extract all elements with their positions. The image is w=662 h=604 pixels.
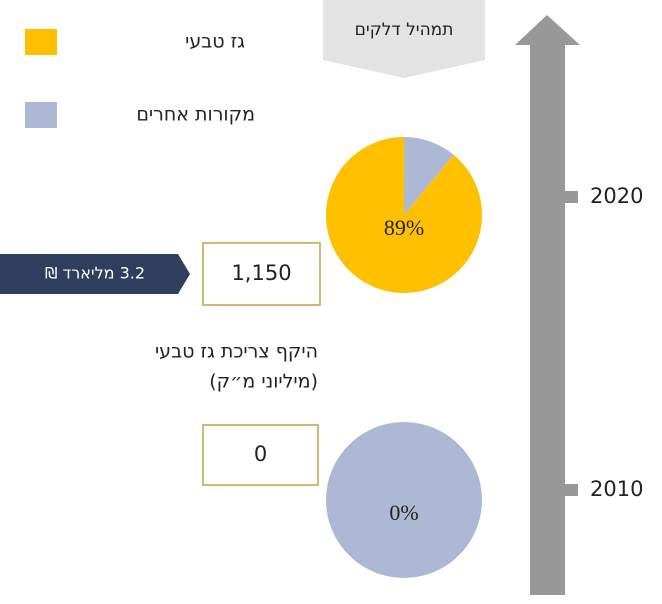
cost-label: 3.2 מליארד ₪ <box>45 264 145 283</box>
consumption-unit: (מיליוני מ״ק) <box>209 371 318 393</box>
legend-swatch <box>25 102 57 128</box>
timeline-tick <box>565 484 578 496</box>
consumption-box <box>202 242 321 306</box>
year-label: 2010 <box>590 477 643 501</box>
pie-slice <box>404 137 454 215</box>
timeline-tick <box>565 191 578 203</box>
header-title: תמהיל דלקים <box>355 20 454 40</box>
legend-label: גז טבעי <box>185 31 245 53</box>
consumption-value: 0 <box>254 442 267 466</box>
pie-value-label: 0% <box>389 500 418 525</box>
consumption-value: 1,150 <box>231 261 291 285</box>
header-tab <box>323 0 485 78</box>
legend-label: מקורות אחרים <box>136 104 255 126</box>
pie-slice <box>326 422 482 578</box>
pie-value-label: 89% <box>384 215 424 240</box>
pie-slice <box>326 136 483 293</box>
timeline-arrow <box>515 15 580 595</box>
consumption-label: היקף צריכת גז טבעי <box>155 341 318 363</box>
year-label: 2020 <box>590 184 643 208</box>
consumption-box <box>202 424 319 486</box>
cost-badge <box>0 254 190 294</box>
legend-swatch <box>25 29 57 55</box>
